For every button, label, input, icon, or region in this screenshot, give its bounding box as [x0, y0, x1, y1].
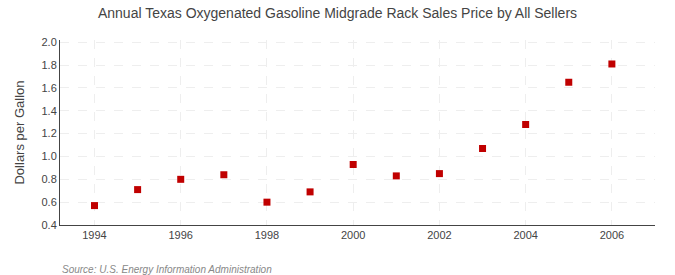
svg-text:0.6: 0.6: [42, 196, 57, 208]
svg-text:1.4: 1.4: [42, 105, 57, 117]
svg-text:0.8: 0.8: [42, 173, 57, 185]
svg-text:Annual Texas Oxygenated Gasoli: Annual Texas Oxygenated Gasoline Midgrad…: [98, 5, 577, 21]
svg-text:1996: 1996: [168, 229, 192, 241]
svg-text:2000: 2000: [341, 229, 365, 241]
svg-text:0.4: 0.4: [42, 219, 57, 231]
svg-text:2004: 2004: [513, 229, 537, 241]
svg-text:2.0: 2.0: [42, 36, 57, 48]
svg-text:2002: 2002: [427, 229, 451, 241]
svg-text:1.0: 1.0: [42, 150, 57, 162]
svg-text:1.8: 1.8: [42, 59, 57, 71]
svg-text:1998: 1998: [255, 229, 279, 241]
svg-text:Source: U.S. Energy Informatio: Source: U.S. Energy Information Administ…: [62, 264, 272, 275]
svg-text:Dollars per Gallon: Dollars per Gallon: [12, 80, 27, 184]
svg-text:1.2: 1.2: [42, 127, 57, 139]
svg-text:1994: 1994: [82, 229, 106, 241]
svg-text:1.6: 1.6: [42, 82, 57, 94]
svg-text:2006: 2006: [600, 229, 624, 241]
